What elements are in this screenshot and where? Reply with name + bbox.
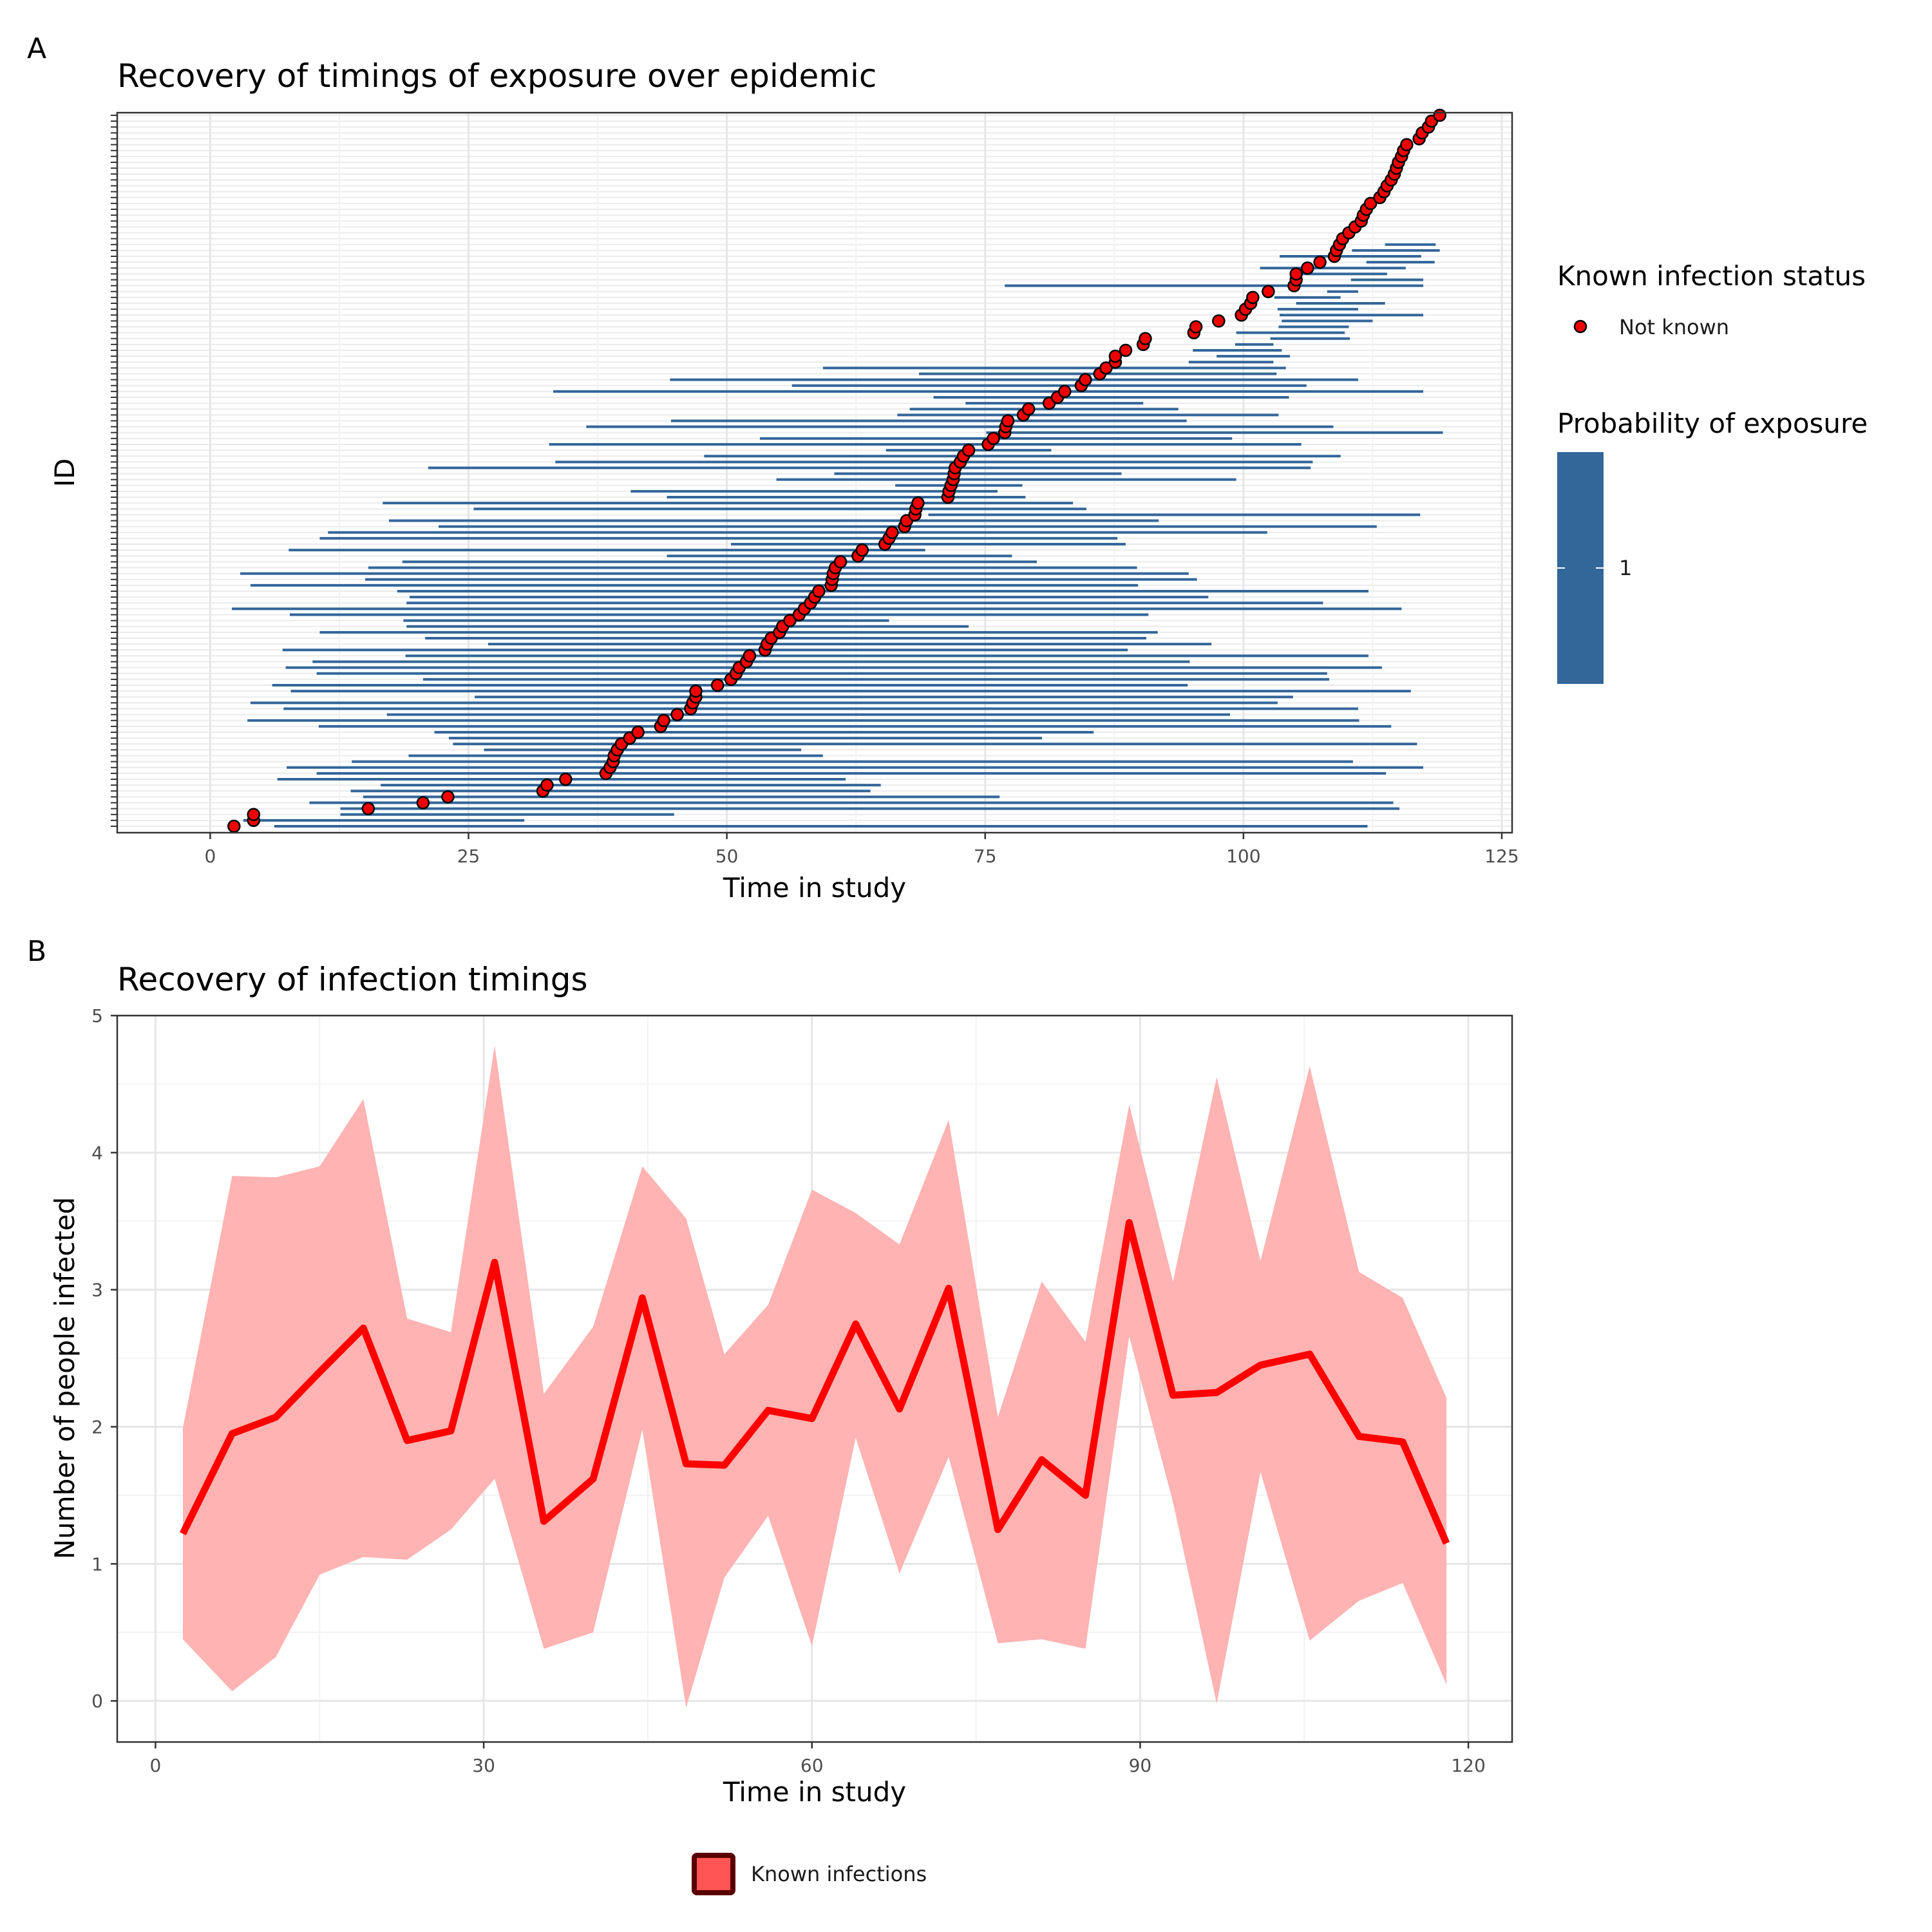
panel-b-x-axis: 0 30 60 90 120	[150, 1742, 1486, 1776]
infection-point	[1301, 261, 1314, 275]
infection-point	[1108, 349, 1122, 363]
infection-point	[670, 708, 684, 721]
panel-b-y-axis: 0 1 2 3 4 5	[91, 1005, 117, 1712]
y-tick-label: 5	[91, 1005, 103, 1027]
legend-probability: Probability of exposure 1	[1557, 408, 1868, 684]
infection-point	[911, 496, 925, 510]
x-tick-label: 120	[1451, 1755, 1485, 1776]
panel-b-letter: B	[27, 935, 46, 968]
infection-point	[540, 778, 554, 792]
infection-point	[1363, 196, 1378, 211]
legend-infection-status: Known infection status Not known	[1557, 260, 1866, 339]
panel-a-y-axis-title: ID	[49, 459, 80, 488]
infection-point	[1262, 285, 1275, 298]
legend-infection-status-title: Known infection status	[1557, 260, 1866, 292]
infection-point	[961, 443, 976, 457]
legend-known-infections-label: Known infections	[751, 1862, 927, 1886]
x-tick-label: 0	[150, 1755, 162, 1776]
infection-point	[1433, 108, 1446, 122]
infection-point	[441, 790, 455, 804]
panel-a-x-axis-title: Time in study	[723, 872, 906, 904]
panel-b-title: Recovery of infection timings	[117, 961, 588, 998]
legend-known-infections-key	[692, 1853, 735, 1895]
infection-point	[361, 802, 375, 815]
infection-point	[812, 584, 826, 598]
infection-point	[1212, 314, 1226, 328]
y-tick-label: 2	[91, 1416, 103, 1437]
x-tick-label: 75	[974, 846, 997, 867]
x-tick-label: 50	[715, 846, 739, 867]
infection-point	[1119, 343, 1133, 357]
x-tick-label: 90	[1129, 1755, 1152, 1776]
panel-b-y-axis-title: Number of people infected	[49, 1197, 80, 1560]
panel-a-x-axis: 0 25 50 75 100 125	[204, 833, 1519, 867]
panel-b-x-axis-title: Time in study	[723, 1776, 906, 1808]
infection-point	[227, 819, 241, 833]
y-tick-label: 0	[91, 1690, 103, 1712]
infection-point	[710, 678, 724, 692]
infection-point	[631, 725, 645, 739]
infection-point	[783, 614, 797, 627]
legend-probability-label: 1	[1619, 556, 1632, 580]
infection-uncertainty-ribbon	[182, 1045, 1447, 1708]
x-tick-label: 0	[204, 846, 216, 867]
infection-points	[227, 108, 1446, 833]
x-tick-label: 100	[1226, 846, 1260, 867]
infection-point	[1400, 138, 1414, 151]
panel-b: B Recovery of infection timings 0 1 2 3 4 5 0…	[27, 935, 1513, 1895]
x-tick-label: 125	[1484, 846, 1519, 867]
infection-point	[886, 526, 899, 540]
infection-point	[1058, 384, 1072, 399]
infection-point	[247, 808, 261, 822]
infection-point	[1289, 267, 1303, 281]
legend-point-key	[1573, 319, 1587, 334]
y-tick-label: 4	[91, 1142, 103, 1164]
infection-point	[689, 684, 703, 698]
x-tick-label: 60	[800, 1755, 824, 1776]
infection-median-line	[179, 1218, 1450, 1545]
panel-a-y-ticks	[111, 115, 117, 827]
x-tick-label: 25	[457, 846, 480, 867]
x-tick-label: 30	[472, 1755, 495, 1776]
infection-point	[657, 714, 671, 728]
infection-point	[1001, 414, 1015, 428]
panel-a: A Recovery of timings of exposure over e…	[27, 32, 1868, 904]
infection-point	[1189, 320, 1203, 334]
y-tick-label: 3	[91, 1280, 103, 1301]
legend-known-infections: Known infections	[692, 1853, 927, 1895]
infection-point	[1139, 332, 1152, 345]
y-tick-label: 1	[91, 1553, 103, 1575]
legend-infection-status-label: Not known	[1619, 315, 1729, 339]
infection-point	[1313, 255, 1327, 269]
infection-point	[416, 796, 430, 810]
infection-point	[987, 431, 1000, 446]
infection-point	[1099, 361, 1113, 375]
legend-probability-title: Probability of exposure	[1557, 408, 1868, 439]
infection-point	[743, 649, 757, 663]
infection-point	[1246, 290, 1260, 305]
panel-b-plot-border	[116, 1014, 1513, 1743]
infection-point	[559, 772, 573, 786]
panel-a-plot-border	[116, 111, 1513, 834]
panel-a-letter: A	[27, 32, 46, 65]
infection-point	[1021, 402, 1036, 416]
infection-point	[855, 543, 869, 557]
infection-point	[833, 555, 848, 569]
panel-a-title: Recovery of timings of exposure over epi…	[117, 57, 876, 95]
infection-point	[1079, 373, 1092, 386]
